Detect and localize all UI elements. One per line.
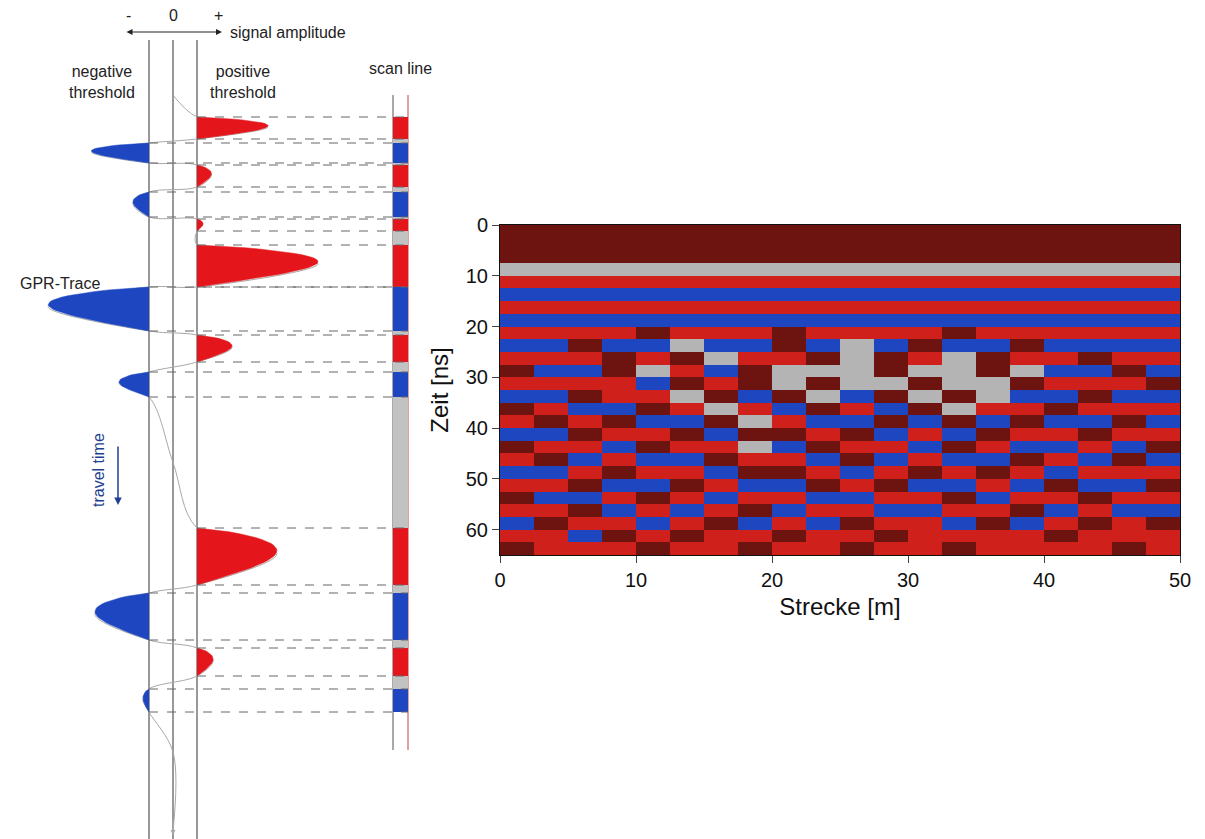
- svg-text:50: 50: [1169, 569, 1191, 591]
- svg-text:Strecke [m]: Strecke [m]: [779, 593, 900, 620]
- svg-text:0: 0: [494, 569, 505, 591]
- svg-text:60: 60: [466, 519, 488, 541]
- svg-text:negativethreshold: negativethreshold: [69, 63, 135, 101]
- svg-text:10: 10: [466, 265, 488, 287]
- svg-text:50: 50: [466, 468, 488, 490]
- svg-text:Zeit [ns]: Zeit [ns]: [426, 347, 453, 432]
- svg-text:30: 30: [466, 366, 488, 388]
- svg-text:40: 40: [466, 417, 488, 439]
- svg-text:30: 30: [897, 569, 919, 591]
- svg-text:positivethreshold: positivethreshold: [210, 63, 276, 101]
- svg-text:travel time: travel time: [90, 433, 107, 507]
- svg-text:GPR-Trace: GPR-Trace: [20, 275, 100, 292]
- svg-text:signal amplitude: signal amplitude: [230, 24, 346, 41]
- svg-text:0: 0: [477, 214, 488, 236]
- svg-text:10: 10: [625, 569, 647, 591]
- svg-text:20: 20: [466, 316, 488, 338]
- svg-text:scan line: scan line: [369, 60, 432, 77]
- svg-text:20: 20: [761, 569, 783, 591]
- svg-text:+: +: [214, 7, 223, 24]
- svg-text:-: -: [126, 7, 131, 24]
- svg-text:0: 0: [169, 7, 178, 24]
- svg-text:40: 40: [1033, 569, 1055, 591]
